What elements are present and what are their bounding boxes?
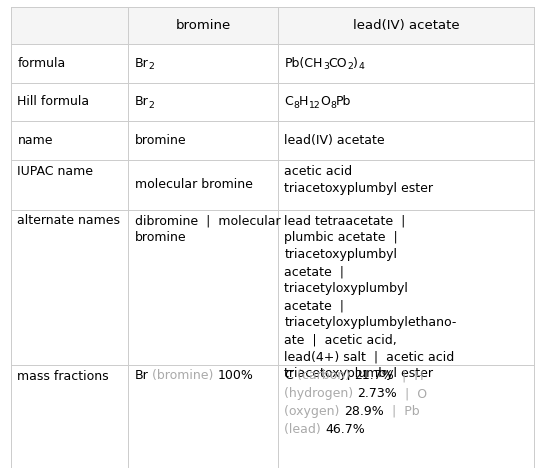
Text: Br: Br <box>135 369 148 382</box>
Text: 46.7%: 46.7% <box>325 423 365 436</box>
Text: (carbon): (carbon) <box>293 369 354 382</box>
Text: 2: 2 <box>347 62 353 71</box>
Text: C: C <box>284 369 293 382</box>
Text: acetic acid
triacetoxyplumbyl ester: acetic acid triacetoxyplumbyl ester <box>284 165 433 195</box>
Text: bromine: bromine <box>135 134 186 147</box>
Text: Br: Br <box>135 95 148 109</box>
Text: dibromine  |  molecular
bromine: dibromine | molecular bromine <box>135 214 280 244</box>
Text: O: O <box>320 95 330 109</box>
Text: |  H: | H <box>394 369 423 382</box>
Text: lead(IV) acetate: lead(IV) acetate <box>353 19 459 32</box>
Text: H: H <box>299 95 308 109</box>
Text: Pb(CH: Pb(CH <box>284 57 323 70</box>
Text: 12: 12 <box>308 101 320 110</box>
Text: |  O: | O <box>397 387 427 400</box>
Text: bromine: bromine <box>175 19 231 32</box>
Bar <box>11 7 534 44</box>
Text: lead(IV) acetate: lead(IV) acetate <box>284 134 385 147</box>
Text: alternate names: alternate names <box>17 214 120 228</box>
Text: 28.9%: 28.9% <box>344 405 384 418</box>
Text: molecular bromine: molecular bromine <box>135 178 252 191</box>
Text: 4: 4 <box>358 62 364 71</box>
Text: CO: CO <box>329 57 347 70</box>
Text: lead tetraacetate  |
plumbic acetate  |
triacetoxyplumbyl
acetate  |
triacetylox: lead tetraacetate | plumbic acetate | tr… <box>284 214 457 380</box>
Text: mass fractions: mass fractions <box>17 370 109 383</box>
Text: ): ) <box>353 57 358 70</box>
Text: 3: 3 <box>323 62 329 71</box>
Text: (lead): (lead) <box>284 423 325 436</box>
Text: C: C <box>284 95 293 109</box>
Text: 21.7%: 21.7% <box>354 369 394 382</box>
Text: 2.73%: 2.73% <box>358 387 397 400</box>
Text: name: name <box>17 134 53 147</box>
Text: (hydrogen): (hydrogen) <box>284 387 358 400</box>
Text: Hill formula: Hill formula <box>17 95 89 109</box>
Text: |  Pb: | Pb <box>384 405 419 418</box>
Text: Pb: Pb <box>336 95 352 109</box>
Text: 2: 2 <box>148 101 154 110</box>
Text: 2: 2 <box>148 62 154 71</box>
Text: formula: formula <box>17 57 66 70</box>
Text: (bromine): (bromine) <box>148 369 218 382</box>
Text: 100%: 100% <box>218 369 253 382</box>
Text: Br: Br <box>135 57 148 70</box>
Text: 8: 8 <box>293 101 299 110</box>
Text: IUPAC name: IUPAC name <box>17 165 93 178</box>
Text: 8: 8 <box>330 101 336 110</box>
Text: (oxygen): (oxygen) <box>284 405 344 418</box>
